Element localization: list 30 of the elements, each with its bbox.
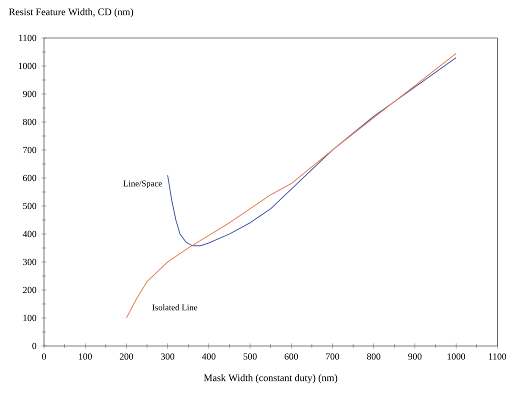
y-tick-label: 0 xyxy=(32,343,36,350)
y-axis-title: Resist Feature Width, CD (nm) xyxy=(9,8,134,18)
x-tick-label: 500 xyxy=(244,354,257,360)
y-tick-label: 1000 xyxy=(18,63,36,70)
x-tick-label: 400 xyxy=(202,354,216,360)
x-tick-label: 800 xyxy=(367,354,380,360)
x-tick-label: 0 xyxy=(42,354,46,360)
line-series xyxy=(167,57,457,246)
series-label: Isolated Line xyxy=(152,304,198,311)
series-label: Line/Space xyxy=(123,180,162,188)
y-tick-label: 500 xyxy=(23,203,36,210)
x-tick-label: 100 xyxy=(79,354,92,360)
y-tick-label: 800 xyxy=(22,119,36,126)
y-tick-label: 900 xyxy=(22,91,36,98)
y-tick-label: 200 xyxy=(23,287,36,294)
x-axis-title: Mask Width (constant duty) (nm) xyxy=(204,374,338,384)
x-tick-label: 600 xyxy=(284,354,298,360)
x-tick-label: 1000 xyxy=(448,354,466,360)
line-series xyxy=(126,53,457,319)
x-tick-label: 200 xyxy=(120,354,134,360)
y-tick-label: 100 xyxy=(23,315,36,322)
y-tick-label: 1100 xyxy=(19,35,36,42)
x-tick-label: 1100 xyxy=(488,354,506,360)
x-tick-label: 900 xyxy=(408,354,422,360)
y-tick-label: 400 xyxy=(22,231,36,238)
x-tick-label: 700 xyxy=(326,354,340,360)
y-tick-label: 300 xyxy=(23,259,36,266)
y-tick-label: 600 xyxy=(23,175,36,182)
x-tick-label: 300 xyxy=(161,354,174,360)
y-tick-label: 700 xyxy=(23,147,36,154)
